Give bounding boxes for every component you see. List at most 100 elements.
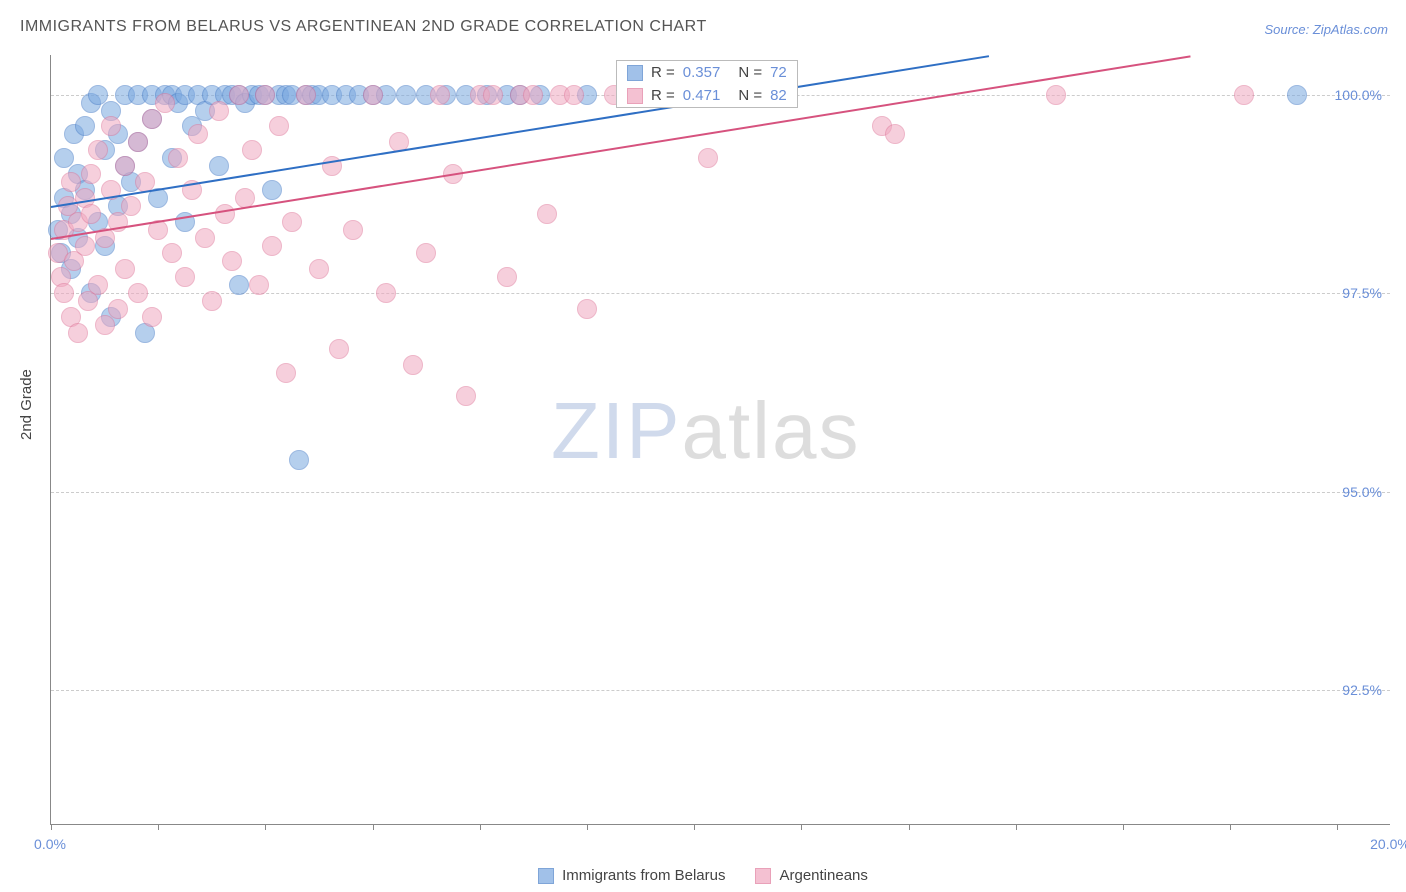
scatter-point (242, 140, 262, 160)
scatter-point (296, 85, 316, 105)
scatter-point (229, 275, 249, 295)
stats-row: R = 0.471 N = 82 (617, 84, 797, 107)
scatter-point (108, 299, 128, 319)
x-tick (158, 824, 159, 830)
scatter-point (430, 85, 450, 105)
x-tick (801, 824, 802, 830)
n-value: 82 (770, 87, 787, 104)
x-tick-label: 20.0% (1370, 836, 1406, 852)
bottom-legend: Immigrants from Belarus Argentineans (0, 867, 1406, 884)
scatter-point (188, 124, 208, 144)
plot-area: ZIPatlas 92.5% 95.0% 97.5% 100.0% R = 0.357 N … (50, 55, 1390, 825)
scatter-point (142, 109, 162, 129)
legend-label: Argentineans (779, 867, 867, 884)
scatter-point (115, 259, 135, 279)
scatter-point (115, 156, 135, 176)
scatter-point (168, 148, 188, 168)
scatter-point (456, 386, 476, 406)
x-tick (1337, 824, 1338, 830)
scatter-point (416, 243, 436, 263)
x-tick-label: 0.0% (34, 836, 66, 852)
scatter-point (255, 85, 275, 105)
r-label: R = (651, 87, 675, 104)
scatter-point (1046, 85, 1066, 105)
scatter-point (142, 307, 162, 327)
scatter-point (68, 323, 88, 343)
scatter-point (343, 220, 363, 240)
scatter-point (175, 267, 195, 287)
stats-row: R = 0.357 N = 72 (617, 61, 797, 84)
scatter-point (121, 196, 141, 216)
y-tick-label: 92.5% (1342, 682, 1382, 698)
scatter-point (885, 124, 905, 144)
scatter-point (698, 148, 718, 168)
scatter-point (403, 355, 423, 375)
r-label: R = (651, 64, 675, 81)
series-swatch (627, 88, 643, 104)
scatter-point (128, 283, 148, 303)
scatter-point (128, 132, 148, 152)
scatter-point (497, 267, 517, 287)
x-tick (1123, 824, 1124, 830)
legend-swatch (755, 868, 771, 884)
scatter-point (249, 275, 269, 295)
scatter-point (195, 228, 215, 248)
scatter-point (202, 291, 222, 311)
n-label: N = (738, 87, 762, 104)
scatter-point (75, 116, 95, 136)
scatter-point (88, 275, 108, 295)
watermark-atlas: atlas (681, 386, 860, 475)
n-value: 72 (770, 64, 787, 81)
scatter-point (162, 243, 182, 263)
scatter-point (101, 116, 121, 136)
r-value: 0.471 (683, 87, 721, 104)
n-label: N = (738, 64, 762, 81)
scatter-point (329, 339, 349, 359)
scatter-point (209, 101, 229, 121)
x-tick (373, 824, 374, 830)
y-tick-label: 100.0% (1335, 87, 1382, 103)
scatter-point (54, 283, 74, 303)
legend-label: Immigrants from Belarus (562, 867, 725, 884)
x-tick (1230, 824, 1231, 830)
x-tick (51, 824, 52, 830)
x-tick (909, 824, 910, 830)
x-tick (694, 824, 695, 830)
scatter-point (88, 140, 108, 160)
scatter-point (1234, 85, 1254, 105)
scatter-point (262, 236, 282, 256)
watermark-zip: ZIP (551, 386, 681, 475)
scatter-point (309, 259, 329, 279)
scatter-point (262, 180, 282, 200)
scatter-point (95, 315, 115, 335)
series-swatch (627, 65, 643, 81)
scatter-point (81, 164, 101, 184)
gridline (51, 492, 1390, 493)
scatter-point (81, 204, 101, 224)
scatter-point (537, 204, 557, 224)
y-tick-label: 97.5% (1342, 285, 1382, 301)
scatter-point (1287, 85, 1307, 105)
scatter-point (222, 251, 242, 271)
y-axis-label: 2nd Grade (18, 369, 35, 440)
scatter-point (483, 85, 503, 105)
legend-swatch (538, 868, 554, 884)
stats-box: R = 0.357 N = 72 R = 0.471 N = 82 (616, 60, 798, 108)
watermark: ZIPatlas (551, 385, 860, 477)
scatter-point (396, 85, 416, 105)
scatter-point (376, 283, 396, 303)
legend-item: Immigrants from Belarus (538, 867, 725, 884)
scatter-point (276, 363, 296, 383)
scatter-point (577, 299, 597, 319)
scatter-point (564, 85, 584, 105)
scatter-point (523, 85, 543, 105)
x-tick (1016, 824, 1017, 830)
scatter-point (229, 85, 249, 105)
r-value: 0.357 (683, 64, 721, 81)
scatter-point (282, 212, 302, 232)
legend-item: Argentineans (755, 867, 867, 884)
scatter-point (209, 156, 229, 176)
y-tick-label: 95.0% (1342, 484, 1382, 500)
chart-title: IMMIGRANTS FROM BELARUS VS ARGENTINEAN 2… (20, 18, 707, 36)
scatter-point (215, 204, 235, 224)
